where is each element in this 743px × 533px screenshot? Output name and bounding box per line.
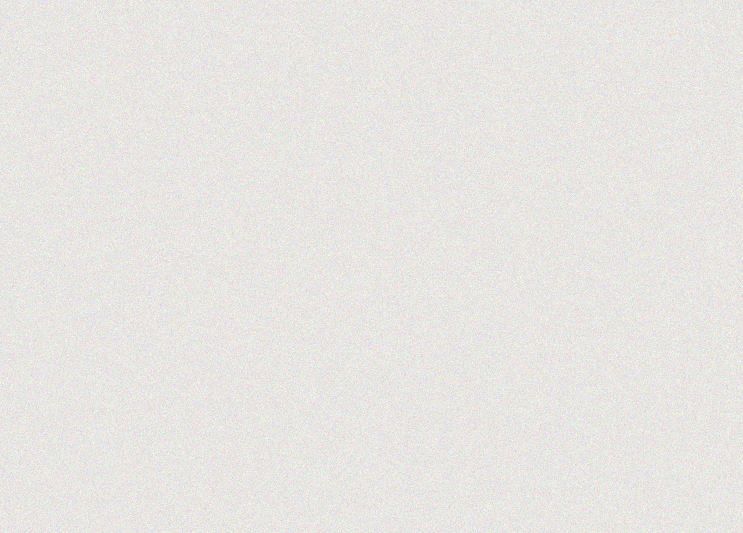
Text: single-phase circuit, given:: single-phase circuit, given:	[28, 182, 384, 208]
Text: value = 12.6), load = 56 amps, and length = 158: value = 12.6), load = 56 amps, and lengt…	[28, 308, 683, 334]
Text: number.): number.)	[28, 496, 148, 522]
Text: Source voltage = 240 V, Copper conductors (K: Source voltage = 240 V, Copper conductor…	[28, 245, 645, 271]
Text: What is the minimum circular mil size that will: What is the minimum circular mil size th…	[28, 56, 642, 82]
Text: (Round the FINAL answer to the nearest whole: (Round the FINAL answer to the nearest w…	[28, 433, 643, 459]
Text: limit the voltage drop to 3% in the following: limit the voltage drop to 3% in the foll…	[28, 119, 611, 145]
Text: feet.: feet.	[28, 370, 89, 397]
